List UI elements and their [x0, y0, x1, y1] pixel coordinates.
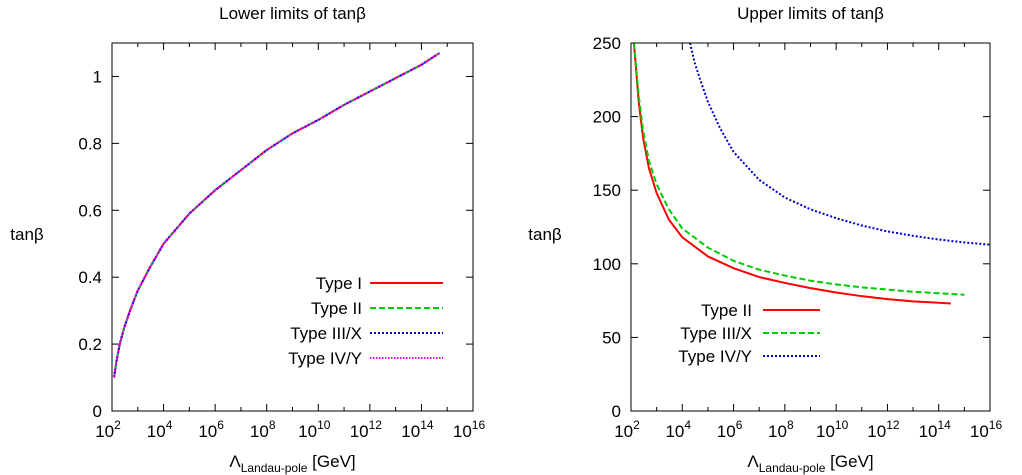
x-tick-label: 106 — [198, 418, 224, 441]
x-axis-ticks: 102 104 106 108 1010 1012 1014 1016 — [95, 43, 485, 441]
legend-label: Type III/X — [290, 324, 362, 343]
legend: Type I Type II Type III/X Type IV/Y — [288, 274, 443, 368]
y-tick-label: 100 — [593, 255, 621, 274]
plot-area — [113, 52, 440, 378]
series-line-4 — [113, 52, 440, 378]
plot-frame — [630, 42, 991, 412]
chart-panel-2: Upper limits of tanβ 102 104 106 108 1010 1012… — [528, 4, 1002, 475]
y-tick-label: 0.2 — [78, 335, 102, 354]
series-line-2 — [113, 52, 440, 378]
legend-label: Type II — [311, 299, 362, 318]
plot-area — [632, 43, 990, 305]
x-tick-label: 102 — [614, 418, 640, 441]
y-axis-ticks: 0 0.2 0.4 0.6 0.8 1 — [78, 67, 473, 421]
x-tick-label: 1014 — [919, 418, 952, 441]
series-line-1 — [113, 52, 440, 378]
chart-title: Upper limits of tanβ — [737, 4, 884, 23]
legend-label: Type I — [316, 274, 362, 293]
y-tick-label: 250 — [593, 34, 621, 53]
x-tick-label: 1012 — [350, 418, 383, 441]
legend-label: Type III/X — [680, 324, 752, 343]
x-tick-label: 1012 — [867, 418, 900, 441]
y-axis-label: tanβ — [528, 225, 562, 244]
series-line-2 — [632, 43, 965, 296]
y-tick-label: 200 — [593, 108, 621, 127]
x-tick-label: 1016 — [970, 418, 1003, 441]
y-tick-label: 1 — [93, 67, 102, 86]
x-axis-label: ΛLandau-pole [GeV] — [229, 452, 355, 475]
y-tick-label: 0.6 — [78, 201, 102, 220]
legend-label: Type IV/Y — [678, 347, 752, 366]
x-tick-label: 108 — [250, 418, 276, 441]
x-tick-label: 1014 — [401, 418, 434, 441]
x-axis-ticks: 102 104 106 108 1010 1012 1014 1016 — [614, 43, 1002, 441]
plot-frame — [111, 42, 474, 412]
x-axis-label: ΛLandau-pole [GeV] — [747, 452, 873, 475]
x-tick-label: 104 — [665, 418, 691, 441]
y-tick-label: 0 — [612, 402, 621, 421]
x-tick-label: 1016 — [453, 418, 486, 441]
y-axis-label: tanβ — [10, 225, 44, 244]
chart-title: Lower limits of tanβ — [219, 4, 366, 23]
y-axis-ticks: 0 50 100 150 200 250 — [593, 34, 990, 421]
series-line-3 — [113, 52, 440, 378]
x-tick-label: 1010 — [298, 418, 331, 441]
legend-label: Type IV/Y — [288, 349, 362, 368]
chart-panel-1: Lower limits of tanβ 102 104 106 108 1010 1012… — [10, 4, 485, 475]
x-tick-label: 102 — [95, 418, 121, 441]
legend: Type II Type III/X Type IV/Y — [678, 301, 820, 366]
y-tick-label: 50 — [602, 328, 621, 347]
x-tick-label: 108 — [768, 418, 794, 441]
x-tick-label: 104 — [147, 418, 173, 441]
y-tick-label: 0.8 — [78, 134, 102, 153]
y-tick-label: 0.4 — [78, 268, 102, 287]
y-tick-label: 150 — [593, 181, 621, 200]
series-line-3 — [689, 43, 990, 246]
series-line-1 — [632, 43, 952, 305]
legend-label: Type II — [701, 301, 752, 320]
y-tick-label: 0 — [93, 402, 102, 421]
x-tick-label: 1010 — [816, 418, 849, 441]
x-tick-label: 106 — [717, 418, 743, 441]
